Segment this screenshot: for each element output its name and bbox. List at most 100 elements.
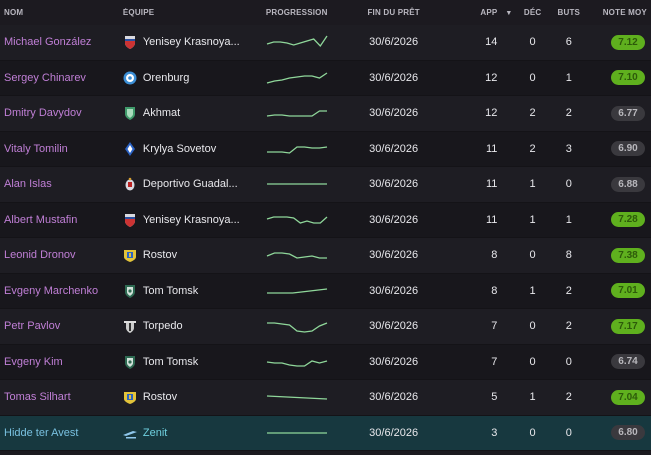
goals-value: 2 [565,107,572,120]
column-header-loan-end[interactable]: FIN DU PRÊT [367,8,420,17]
tom-tomsk-crest-icon [123,284,137,298]
player-name-link[interactable]: Sergey Chinarev [4,71,86,84]
goals-value: 0 [565,426,572,439]
decisive-value: 0 [529,320,536,333]
sort-descending-icon[interactable]: ▼ [497,8,520,17]
player-name-link[interactable]: Albert Mustafin [4,213,78,226]
player-name-link[interactable]: Dmitry Davydov [4,107,82,120]
table-row[interactable]: Petr Pavlov Torpedo 30/6/2026 7 0 2 7.17 [0,309,651,345]
table-row[interactable]: Michael González Yenisey Krasnoya... 30/… [0,25,651,61]
loan-end-date: 30/6/2026 [369,391,419,404]
player-name-link[interactable]: Hidde ter Avest [4,426,79,439]
krylya-sovetov-crest-icon [123,141,137,156]
team-cell[interactable]: Tom Tomsk [118,355,263,369]
progression-sparkline [266,360,327,367]
table-row[interactable]: Alan Islas Deportivo Guadal... 30/6/2026… [0,167,651,203]
zenit-crest-icon [122,426,137,440]
appearances-value: 5 [491,391,498,404]
avg-rating-badge: 7.28 [611,212,646,228]
loan-end-date: 30/6/2026 [369,284,419,297]
player-name-link[interactable]: Evgeny Marchenko [4,284,99,297]
progression-sparkline [266,72,328,84]
team-cell[interactable]: Tom Tomsk [118,284,263,298]
table-row[interactable]: Sergey Chinarev Orenburg 30/6/2026 12 0 … [0,60,651,96]
avg-rating-badge: 7.12 [611,34,646,50]
team-cell[interactable]: Deportivo Guadal... [118,177,263,191]
progression-sparkline [266,183,327,185]
column-header-goals[interactable]: BUTS [557,8,581,17]
goals-value: 3 [565,142,572,155]
player-name-link[interactable]: Evgeny Kim [4,355,63,368]
table-row[interactable]: Evgeny Kim Tom Tomsk 30/6/2026 7 0 0 6.7… [0,344,651,380]
progression-sparkline [266,110,327,117]
table-row[interactable]: Dmitry Davydov Akhmat 30/6/2026 12 2 2 6… [0,96,651,132]
team-name: Orenburg [142,71,190,84]
progression-sparkline [266,216,328,224]
team-name: Tom Tomsk [142,355,199,368]
progression-sparkline [266,395,327,400]
team-cell[interactable]: Orenburg [118,71,263,85]
yenisey-crest-icon [123,35,137,50]
team-cell[interactable]: Akhmat [118,106,263,121]
decisive-value: 2 [529,107,536,120]
table-row[interactable]: Leonid Dronov Rostov 30/6/2026 8 0 8 7.3… [0,238,651,274]
table-row[interactable]: Hidde ter Avest Zenit 30/6/2026 3 0 0 6.… [0,415,651,451]
player-name-link[interactable]: Vitaly Tomilin [4,142,68,155]
column-header-team[interactable]: ÉQUIPE [122,8,155,17]
column-header-appearances[interactable]: APP [480,8,498,17]
avg-rating-badge: 7.38 [611,247,646,263]
loan-end-date: 30/6/2026 [369,213,419,226]
decisive-value: 1 [529,178,536,191]
player-name-link[interactable]: Michael González [4,36,92,49]
appearances-value: 11 [485,178,498,191]
guadalajara-crest-icon [123,177,137,191]
decisive-value: 1 [529,391,536,404]
goals-value: 0 [565,355,572,368]
team-cell[interactable]: Torpedo [118,319,263,334]
column-header-progression[interactable]: PROGRESSION [265,8,328,17]
goals-value: 8 [565,249,572,262]
table-row[interactable]: Vitaly Tomilin Krylya Sovetov 30/6/2026 … [0,131,651,167]
team-cell[interactable]: Yenisey Krasnoya... [118,213,263,227]
team-name: Torpedo [142,320,183,333]
avg-rating-badge: 7.04 [611,389,646,405]
table-row[interactable]: Albert Mustafin Yenisey Krasnoya... 30/6… [0,202,651,238]
player-name-link[interactable]: Alan Islas [4,178,52,191]
team-cell[interactable]: Krylya Sovetov [118,141,263,156]
yenisey-crest-icon [123,213,137,227]
appearances-value: 12 [485,107,498,120]
decisive-value: 0 [529,71,536,84]
table-row[interactable]: Tomas Silhart Rostov 30/6/2026 5 1 2 7.0… [0,380,651,416]
goals-value: 1 [565,213,572,226]
appearances-value: 7 [491,355,498,368]
team-cell[interactable]: Rostov [118,390,263,405]
column-header-avg-rating[interactable]: NOTE MOY [602,8,647,17]
table-row[interactable]: Evgeny Marchenko Tom Tomsk 30/6/2026 8 1… [0,273,651,309]
loan-end-date: 30/6/2026 [369,142,419,155]
avg-rating-badge: 6.80 [611,425,646,441]
table-header: NOM ÉQUIPE PROGRESSION FIN DU PRÊT APP ▼… [0,0,651,25]
loan-end-date: 30/6/2026 [369,178,419,191]
decisive-value: 0 [529,36,536,49]
player-name-link[interactable]: Petr Pavlov [4,320,61,333]
player-name-link[interactable]: Tomas Silhart [4,391,71,404]
column-header-decisive[interactable]: DÉC [523,8,542,17]
decisive-value: 1 [529,213,536,226]
loan-end-date: 30/6/2026 [369,71,419,84]
avg-rating-badge: 6.74 [611,354,646,370]
avg-rating-badge: 6.77 [611,105,646,121]
team-name: Krylya Sovetov [142,142,217,155]
goals-value: 6 [565,36,572,49]
decisive-value: 2 [529,142,536,155]
appearances-value: 8 [491,284,498,297]
column-header-name[interactable]: NOM [4,8,24,17]
team-cell[interactable]: Zenit [118,426,263,440]
progression-sparkline [266,146,327,154]
player-name-link[interactable]: Leonid Dronov [4,249,76,262]
team-cell[interactable]: Yenisey Krasnoya... [118,35,263,50]
team-cell[interactable]: Rostov [118,248,263,263]
team-name: Yenisey Krasnoya... [142,213,240,226]
progression-sparkline [266,432,327,434]
goals-value: 1 [565,71,572,84]
